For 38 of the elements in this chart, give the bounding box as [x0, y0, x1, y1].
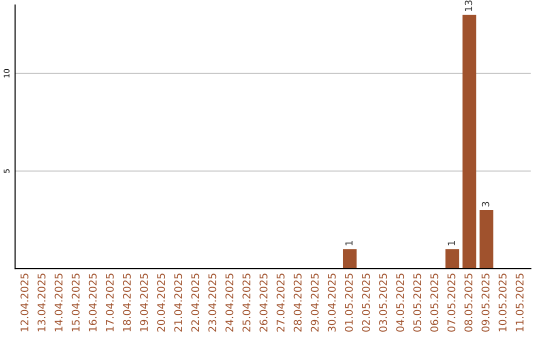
x-tick-label: 13.04.2025 [38, 274, 46, 332]
data-label: 1 [345, 241, 352, 246]
x-tick-label: 05.05.2025 [413, 274, 422, 332]
x-tick-label: 01.05.2025 [344, 274, 353, 332]
x-tick-label: 21.04.2025 [174, 274, 182, 332]
x-tick-label: 28.04.2025 [294, 274, 302, 332]
x-tick-label: 14.04.2025 [54, 274, 63, 332]
bar [342, 249, 357, 269]
bar [445, 249, 460, 269]
x-tick-label: 10.05.2025 [498, 274, 507, 332]
x-tick-label: 23.04.2025 [208, 274, 216, 332]
x-tick-label: 17.04.2025 [106, 274, 114, 332]
x-tick-label: 20.04.2025 [157, 274, 165, 332]
x-tick-label: 16.04.2025 [88, 274, 97, 332]
x-tick-label: 06.05.2025 [430, 274, 438, 332]
x-tick-label: 18.04.2025 [122, 274, 131, 332]
x-tick-label: 19.04.2025 [140, 274, 148, 332]
x-tick-label: 26.04.2025 [260, 274, 268, 332]
x-tick-label: 15.04.2025 [72, 274, 80, 332]
bar [462, 14, 476, 269]
x-tick-label: 02.05.2025 [362, 274, 370, 332]
x-tick-label: 09.05.2025 [482, 274, 490, 332]
x-tick-label: 25.04.2025 [242, 274, 250, 332]
x-tick-label: 24.04.2025 [225, 274, 234, 332]
x-tick-label: 07.05.2025 [447, 274, 456, 332]
x-tick-label: 12.04.2025 [20, 274, 28, 332]
x-tick-label: 22.04.2025 [191, 274, 200, 332]
x-tick-label: 29.04.2025 [310, 274, 319, 332]
x-tick-label: 30.04.2025 [328, 274, 336, 332]
x-tick-label: 11.05.2025 [516, 274, 524, 332]
data-label: 3 [482, 202, 490, 207]
x-tick-label: 08.05.2025 [464, 274, 472, 332]
data-label: 13 [464, 0, 472, 12]
x-tick-label: 04.05.2025 [396, 274, 404, 332]
data-label: 1 [448, 241, 455, 246]
bar [480, 210, 494, 269]
x-tick-label: 27.04.2025 [276, 274, 285, 332]
x-tick-label: 03.05.2025 [379, 274, 387, 332]
